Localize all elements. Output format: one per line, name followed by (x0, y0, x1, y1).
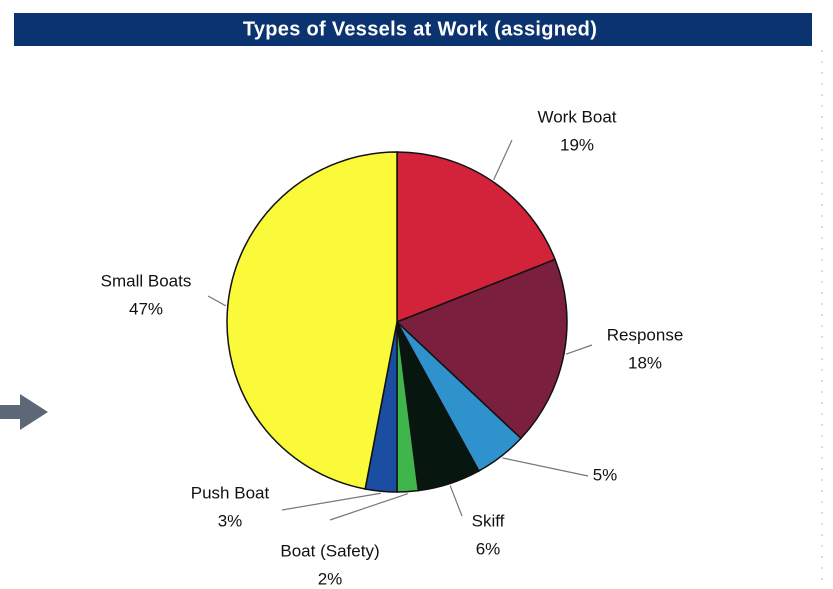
slice-value: 6% (476, 539, 501, 558)
arrow-icon (0, 394, 48, 430)
chart-title: Types of Vessels at Work (assigned) (243, 18, 597, 40)
slice-label: Small Boats (101, 271, 192, 290)
slice-label: Push Boat (191, 483, 270, 502)
slice-label: Boat (Safety) (280, 541, 379, 560)
slice-label: Skiff (472, 511, 505, 530)
leader-line (502, 457, 589, 477)
pie-slice (396, 151, 557, 324)
leader-line (449, 485, 463, 517)
slice-value: 3% (218, 511, 243, 530)
slice-label: Response (607, 325, 684, 344)
leader-line (207, 295, 227, 307)
pie-slice (395, 258, 568, 440)
leader-line (281, 492, 381, 511)
slice-label: Work Boat (537, 107, 616, 126)
leader-line (493, 139, 513, 180)
slice-value: 5% (593, 465, 618, 484)
slice-value: 47% (129, 299, 163, 318)
leader-line (329, 493, 408, 521)
slice-value: 19% (560, 135, 594, 154)
slice-value: 18% (628, 353, 662, 372)
leader-line (565, 344, 593, 355)
title-bar (14, 13, 812, 46)
slice-value: 2% (318, 569, 343, 588)
pie-slice (226, 151, 398, 490)
